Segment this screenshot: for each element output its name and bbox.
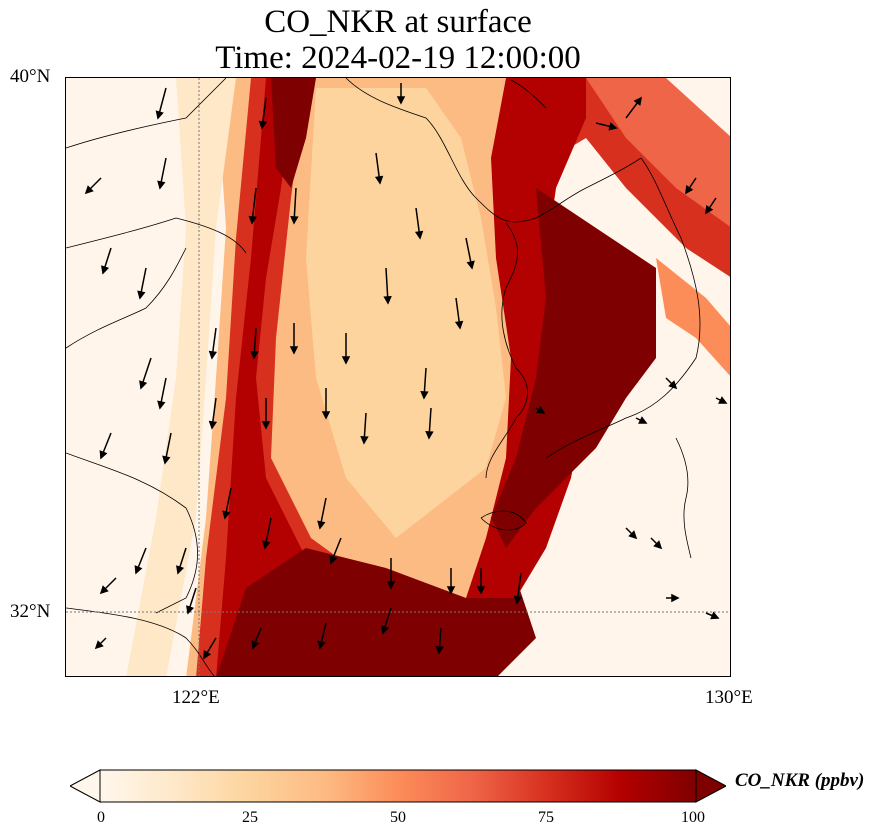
wind-arrow-head (290, 216, 299, 225)
colorbar-body (99, 769, 697, 803)
wind-arrow-head (289, 346, 299, 355)
wind-arrow-head (203, 650, 212, 660)
wind-arrow-head (710, 611, 720, 620)
wind-arrow-head (101, 265, 110, 275)
colorbar-tick-50: 50 (390, 809, 406, 826)
wind-arrow-head (208, 350, 218, 360)
wind-arrow-head (420, 390, 429, 400)
wind-arrow-head (718, 396, 728, 404)
wind-arrow-head (633, 96, 643, 106)
concentration-map (66, 78, 730, 676)
wind-arrow-head (513, 595, 523, 605)
coastlines (66, 78, 701, 676)
wind-arrow-head (222, 510, 231, 520)
wind-arrow-head (685, 185, 694, 195)
x-tick-122e: 122°E (172, 687, 220, 708)
wind-arrow-head (99, 450, 108, 460)
wind-arrow-head (653, 540, 663, 550)
wind-arrow-head (157, 180, 166, 190)
wind-arrow-head (317, 640, 326, 650)
wind-arrow-head (162, 455, 171, 465)
wind-arrow-head (383, 296, 392, 305)
wind-arrow-head (360, 435, 369, 445)
wind-arrow-head (176, 565, 185, 575)
wind-arrow-head (317, 520, 326, 530)
colorbar-tick-100: 100 (681, 809, 705, 826)
wind-arrow-head (476, 586, 486, 595)
wind-arrow-head (381, 625, 390, 635)
wind-arrow-head (261, 421, 271, 430)
wind-arrow-head (251, 640, 260, 650)
wind-arrow-head (157, 400, 166, 410)
colorbar-label: CO_NKR (ppbv) (735, 770, 865, 791)
wind-arrow-head (386, 581, 396, 590)
plume-west-core (216, 78, 326, 676)
wind-arrow-head (94, 640, 104, 650)
wind-arrow-head (84, 185, 94, 195)
wind-arrow-head (396, 96, 406, 105)
wind-arrow-head (536, 405, 546, 414)
wind-arrow-head (248, 215, 257, 225)
colorbar-extend-high (695, 769, 726, 803)
wind-arrow-head (414, 230, 424, 240)
plume-north-core (271, 78, 316, 188)
plume-east-lighter (656, 258, 730, 376)
map-title-line2: Time: 2024-02-19 12:00:00 (215, 40, 581, 76)
wind-arrow-head (139, 380, 148, 390)
wind-arrow-head (608, 122, 618, 131)
wind-arrow-head (671, 593, 680, 603)
wind-arrow-head (446, 586, 456, 595)
colorbar-tick-0: 0 (97, 809, 105, 826)
wind-arrow-head (250, 350, 259, 360)
wind-arrow-head (668, 380, 678, 390)
map-panel (65, 77, 731, 677)
wind-arrow-head (208, 420, 218, 430)
y-tick-40n: 40°N (10, 66, 51, 87)
plume-northeast-band (586, 78, 730, 227)
plume-east-core (491, 188, 656, 548)
plume-south-core (216, 548, 536, 676)
wind-arrow-head (321, 411, 331, 420)
y-tick-32n: 32°N (10, 601, 51, 622)
wind-arrow-head (155, 110, 164, 120)
wind-arrow-head (137, 290, 146, 300)
map-title-line1: CO_NKR at surface (264, 4, 532, 40)
colorbar-tick-75: 75 (538, 809, 554, 826)
wind-arrow-head (466, 260, 475, 270)
wind-arrow-head (262, 540, 271, 550)
colorbar-extend-low (70, 769, 101, 803)
wind-vectors (84, 83, 728, 660)
wind-arrow-head (374, 175, 384, 185)
colorbar (70, 769, 726, 803)
wind-arrow-head (99, 585, 109, 595)
wind-arrow-head (628, 530, 638, 540)
wind-arrow-head (134, 565, 143, 575)
wind-arrow-head (186, 605, 195, 615)
wind-arrow-head (258, 120, 268, 130)
colorbar-tick-25: 25 (242, 809, 258, 826)
wind-arrow-head (638, 416, 648, 424)
wind-arrow-head (454, 320, 464, 330)
x-tick-130e: 130°E (705, 687, 753, 708)
wind-arrow-head (425, 430, 434, 440)
wind-arrow-head (705, 205, 714, 215)
wind-arrow-head (329, 555, 338, 565)
wind-arrow-head (341, 356, 351, 365)
plume-interior (306, 88, 506, 538)
wind-arrow-head (435, 645, 444, 655)
